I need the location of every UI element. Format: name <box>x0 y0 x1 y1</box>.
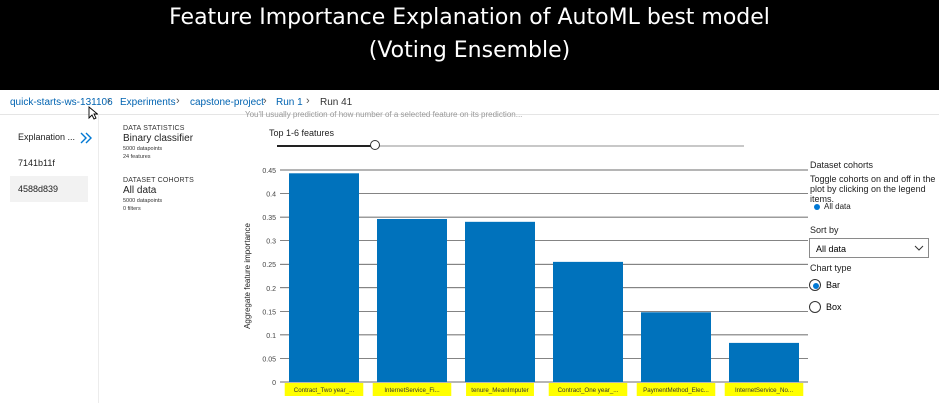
sort-by-label: Sort by <box>810 225 839 235</box>
bar <box>553 261 623 382</box>
cohort-name: All data <box>123 185 157 196</box>
chart-type-bar-label: Bar <box>826 280 841 290</box>
dataset-cohorts: DATASET COHORTS All data 5000 datapoints… <box>123 177 243 212</box>
bar <box>377 218 447 382</box>
y-tick-label: 0.45 <box>262 168 276 175</box>
explanation-description: You'll usually prediction of how number … <box>245 110 523 119</box>
breadcrumb-separator-icon: › <box>263 95 267 107</box>
label-highlight <box>548 383 628 396</box>
y-tick-label: 0 <box>272 380 276 387</box>
radio-circle <box>809 301 821 313</box>
data-statistics-heading: DATA STATISTICS <box>123 125 185 132</box>
chart-type-bar-radio[interactable]: Bar <box>809 279 929 293</box>
nav-item-label: Explanation ... <box>18 132 76 142</box>
label-highlight <box>724 383 804 396</box>
chevron-down-icon <box>914 245 924 251</box>
nav-item-explanation-id[interactable]: 7141b11f <box>10 151 88 175</box>
breadcrumb-separator-icon: › <box>107 95 111 107</box>
label-highlight <box>284 383 364 396</box>
bar <box>641 312 711 382</box>
chart-type-box-radio[interactable]: Box <box>809 301 929 315</box>
breadcrumb-experiments[interactable]: Experiments <box>120 97 176 108</box>
breadcrumb-run-current: Run 41 <box>320 97 353 108</box>
title-banner: Feature Importance Explanation of AutoML… <box>0 0 939 90</box>
x-tick-label: InternetService_Fi... <box>384 387 440 394</box>
top-features-slider[interactable] <box>277 145 744 147</box>
feature-importance-chart: 0 0.05 0.1 0.15 0.2 0.25 0.3 0.35 0.4 0.45 Aggrega… <box>243 168 808 396</box>
nav-item-label: 4588d839 <box>18 184 59 194</box>
breadcrumb-separator-icon: › <box>306 95 310 107</box>
legend-label: All data <box>824 202 851 211</box>
label-highlight <box>372 383 452 396</box>
x-tick-label: InternetService_No... <box>735 387 793 394</box>
nav-item-explanation[interactable]: Explanation ... <box>10 125 88 149</box>
top-features-label: Top 1-6 features <box>269 128 335 138</box>
y-tick-label: 0.3 <box>266 239 276 246</box>
cohorts-title: Dataset cohorts <box>810 160 874 170</box>
cohort-filters: 0 filters <box>123 206 141 212</box>
y-tick-label: 0.25 <box>262 262 276 269</box>
sort-by-dropdown[interactable]: All data <box>809 238 929 258</box>
dataset-cohorts-heading: DATASET COHORTS <box>123 177 194 184</box>
chart-type-label: Chart type <box>810 263 852 273</box>
radio-selected-dot <box>813 283 819 289</box>
breadcrumb-experiment[interactable]: capstone-project <box>190 97 264 108</box>
breadcrumb-workspace[interactable]: quick-starts-ws-131106 <box>10 97 113 108</box>
bar <box>289 173 359 382</box>
collapse-chevron-icon[interactable] <box>78 130 94 146</box>
cohort-datapoints: 5000 datapoints <box>123 198 163 204</box>
y-tick-label: 0.1 <box>266 333 276 340</box>
breadcrumb-run-parent[interactable]: Run 1 <box>276 97 303 108</box>
bar <box>465 221 535 382</box>
banner-subtitle: (Voting Ensemble) <box>368 38 571 63</box>
x-tick-label: Contract_One year_... <box>558 387 619 394</box>
cohorts-help-text: Toggle cohorts on and off in the plot by… <box>810 174 936 204</box>
slider-fill <box>277 145 376 147</box>
chart-type-box-label: Box <box>826 302 842 312</box>
explanation-list: Explanation ... 7141b11f 4588d839 <box>0 115 99 403</box>
breadcrumb: quick-starts-ws-131106 › Experiments › c… <box>0 90 939 115</box>
x-tick-label: Contract_Two year_... <box>294 387 355 394</box>
model-type: Binary classifier <box>123 133 194 144</box>
y-tick-label: 0.15 <box>262 309 276 316</box>
banner-title: Feature Importance Explanation of AutoML… <box>169 5 770 30</box>
slider-thumb[interactable] <box>370 140 381 150</box>
x-tick-label: tenure_MeanImputer <box>471 387 528 394</box>
feature-count: 24 features <box>123 154 151 160</box>
radio-circle <box>809 279 821 291</box>
bar <box>729 342 799 382</box>
datapoint-count: 5000 datapoints <box>123 146 163 152</box>
nav-item-label: 7141b11f <box>18 158 55 168</box>
mouse-cursor-icon <box>88 106 98 120</box>
x-tick-label: PaymentMethod_Elec... <box>643 387 709 394</box>
label-highlight <box>636 383 716 396</box>
legend-dot-icon <box>814 204 820 210</box>
data-statistics: DATA STATISTICS Binary classifier 5000 d… <box>123 125 243 160</box>
breadcrumb-separator-icon: › <box>176 95 180 107</box>
y-tick-label: 0.35 <box>262 215 276 222</box>
sort-by-value: All data <box>816 244 847 254</box>
y-tick-label: 0.4 <box>266 192 276 199</box>
y-tick-label: 0.2 <box>266 286 276 293</box>
label-highlight <box>466 383 534 396</box>
nav-item-explanation-id-selected[interactable]: 4588d839 <box>10 176 88 202</box>
y-tick-label: 0.05 <box>262 356 276 363</box>
y-axis-label: Aggregate feature importance <box>243 223 252 329</box>
